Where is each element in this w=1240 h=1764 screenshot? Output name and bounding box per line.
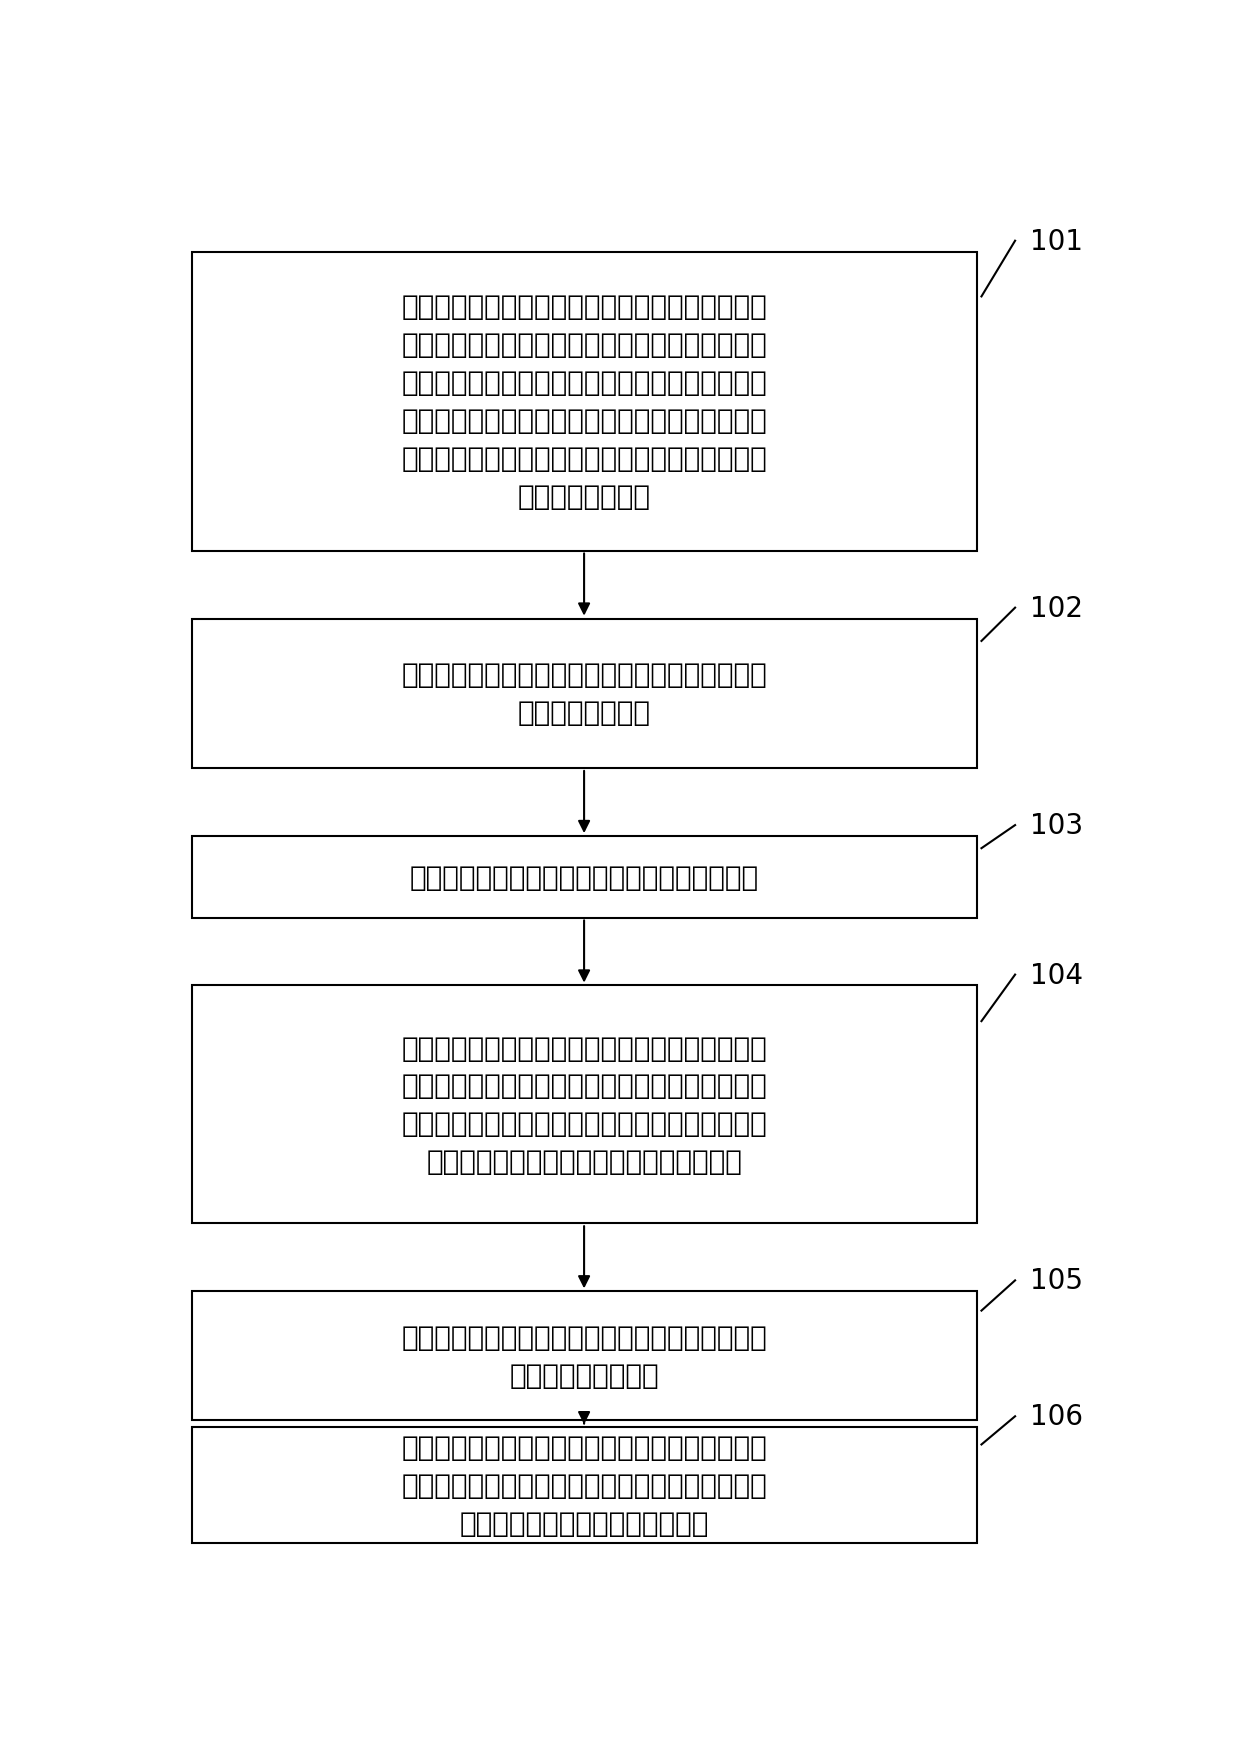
Text: 104: 104 <box>1029 961 1083 990</box>
Text: 将满足第一预设条件的幅值所对应的电压的第一频
率确定为压电风扇的实时固有频率，以实时监测压
电风扇的初始固有频率的变化情况: 将满足第一预设条件的幅值所对应的电压的第一频 率确定为压电风扇的实时固有频率，以… <box>402 1432 768 1536</box>
Text: 将多个第一频率的电压分别依次输入至压电风扇且
分别持续预设时长: 将多个第一频率的电压分别依次输入至压电风扇且 分别持续预设时长 <box>402 662 768 727</box>
Text: 103: 103 <box>1029 811 1083 840</box>
Text: 106: 106 <box>1029 1402 1083 1431</box>
Text: 105: 105 <box>1029 1267 1083 1295</box>
Text: 在压电效应持续时间内，分别获取多个第一频率的
电压的采样信号的幅值，采样信号的幅值为压电风
扇中的扇叶振动而导致压电风扇中的压电陶瓷元件
所产生的电流信号的幅值: 在压电效应持续时间内，分别获取多个第一频率的 电压的采样信号的幅值，采样信号的幅… <box>402 1034 768 1175</box>
Bar <box>191 619 977 769</box>
Text: 分别停止输入至压电风扇的多个第一频率的电压: 分别停止输入至压电风扇的多个第一频率的电压 <box>409 863 759 891</box>
Bar <box>191 986 977 1224</box>
Text: 确定多个第一频率的电压的采样信号的幅值中满足
第一预设条件的幅值: 确定多个第一频率的电压的采样信号的幅值中满足 第一预设条件的幅值 <box>402 1323 768 1388</box>
Text: 102: 102 <box>1029 594 1083 623</box>
Bar <box>191 836 977 917</box>
Text: 从输入至压电风扇的电压的第一频率范围内选择多
个第一频率，第一频率范围为压电风扇的初始固有
频率所对应的电压的频率范围，压电风扇的初始固
有频率所对应的电压的频: 从输入至压电风扇的电压的第一频率范围内选择多 个第一频率，第一频率范围为压电风扇… <box>402 293 768 510</box>
Bar <box>191 252 977 550</box>
Bar <box>191 1291 977 1420</box>
Bar <box>191 1427 977 1544</box>
Text: 101: 101 <box>1029 228 1083 256</box>
